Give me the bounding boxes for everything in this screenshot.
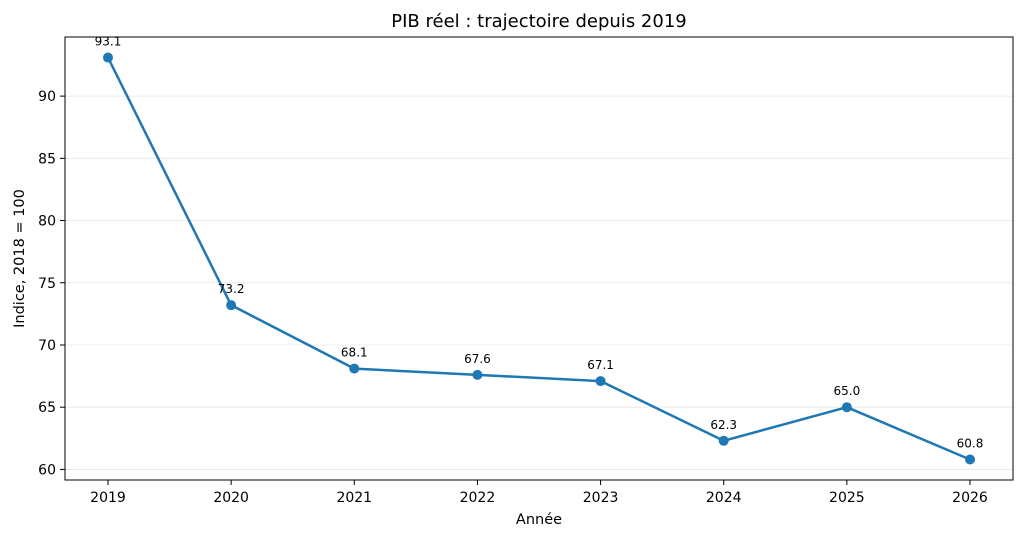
y-tick-label: 65 (38, 400, 56, 416)
x-tick-label: 2020 (213, 490, 249, 506)
data-labels-layer: 93.1 73.2 68.1 67.6 67.1 62.3 65.0 60.8 (95, 35, 984, 451)
x-axis: 2019 2020 2021 2022 2023 2024 2025 2026 (90, 480, 988, 506)
data-point (103, 52, 113, 63)
data-point (718, 435, 729, 446)
data-point (965, 454, 975, 465)
y-axis: 60 65 70 75 80 85 90 (38, 89, 65, 478)
data-point (595, 376, 606, 387)
x-tick-label: 2019 (90, 490, 126, 506)
data-point (841, 402, 852, 413)
series-layer (106, 56, 971, 461)
data-label: 65.0 (833, 384, 860, 398)
data-label: 67.1 (587, 358, 614, 372)
data-label: 68.1 (341, 346, 368, 360)
x-tick-label: 2021 (336, 490, 372, 506)
chart-title: PIB réel : trajectoire depuis 2019 (391, 11, 686, 32)
y-tick-label: 75 (38, 276, 56, 292)
y-tick-label: 80 (38, 214, 56, 230)
y-tick-label: 85 (38, 151, 56, 167)
data-point (349, 363, 360, 374)
y-tick-label: 60 (38, 462, 56, 478)
x-tick-label: 2026 (952, 490, 988, 506)
data-label: 73.2 (218, 282, 245, 296)
data-label: 62.3 (710, 418, 737, 432)
x-tick-label: 2022 (460, 490, 496, 506)
data-label: 93.1 (95, 35, 122, 49)
x-axis-label: Année (516, 512, 562, 528)
series-line (106, 56, 971, 461)
plot-frame (64, 36, 1014, 481)
y-tick-label: 90 (38, 89, 56, 105)
grid-layer (65, 95, 1013, 470)
y-axis-label: Indice, 2018 = 100 (12, 189, 28, 328)
data-label: 60.8 (957, 436, 984, 450)
x-tick-label: 2023 (583, 490, 619, 506)
data-label: 67.6 (464, 352, 491, 366)
x-tick-label: 2025 (829, 490, 865, 506)
x-tick-label: 2024 (706, 490, 742, 506)
data-point (472, 369, 483, 380)
points-layer (103, 52, 975, 465)
y-tick-label: 70 (38, 338, 56, 354)
data-point (226, 300, 237, 311)
